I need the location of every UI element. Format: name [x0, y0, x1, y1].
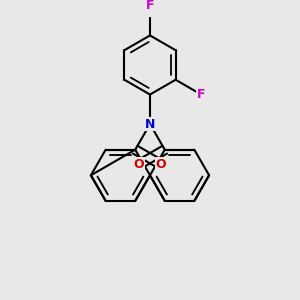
- Text: F: F: [197, 88, 206, 101]
- Text: N: N: [145, 118, 155, 130]
- Text: O: O: [155, 158, 166, 171]
- Text: F: F: [146, 0, 154, 12]
- Text: O: O: [134, 158, 145, 171]
